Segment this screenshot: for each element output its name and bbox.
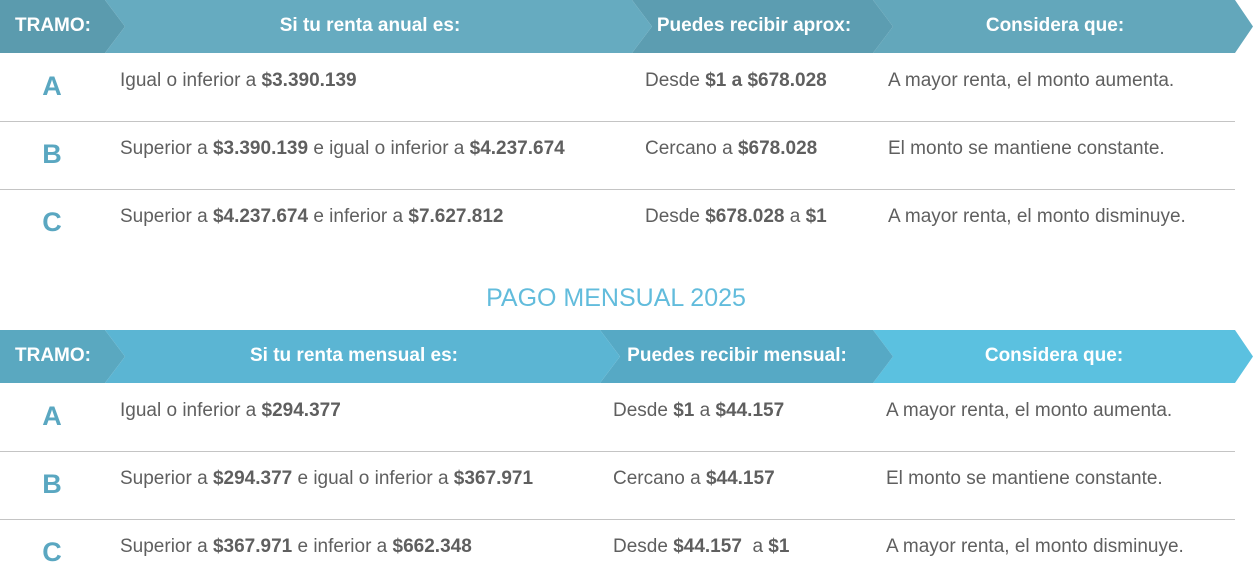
cell: Igual o inferior a $294.377 [120, 400, 341, 422]
cell-text: Superior a [120, 536, 213, 557]
cell-text: A mayor renta, el monto aumenta. [888, 70, 1175, 91]
cell-text: El monto se mantiene constante. [888, 138, 1165, 159]
header-label: Considera que: [984, 345, 1124, 366]
header-label: Si tu renta anual es: [279, 15, 461, 36]
cell-text: $1 [805, 206, 827, 227]
header-chevron [873, 330, 1253, 383]
tramo-letter: B [42, 139, 62, 169]
cell-text: $7.627.812 [408, 206, 504, 227]
cell-text: $1 a $678.028 [705, 70, 827, 91]
cell-text: $678.028 [705, 206, 785, 227]
cell-text: Igual o inferior a [120, 400, 262, 421]
header-chevron [0, 330, 125, 383]
header-chevron [600, 330, 893, 383]
header-chevron [632, 0, 893, 53]
header-chevron [873, 0, 1253, 53]
tramo-letter: B [42, 469, 62, 499]
header-label: Puedes recibir mensual: [627, 345, 847, 366]
cell-text: e igual o inferior a [292, 468, 454, 489]
cell-text: e inferior a [292, 536, 393, 557]
cell-text: a [741, 536, 769, 557]
cell-text: $3.390.139 [212, 138, 309, 159]
row-separator [0, 451, 1235, 452]
header-band [0, 0, 1253, 53]
cell-text: Cercano a [645, 138, 738, 159]
cell: Cercano a $678.028 [645, 138, 817, 160]
header-band [0, 330, 1253, 383]
cell: A mayor renta, el monto aumenta. [886, 400, 1172, 422]
header-label: Considera que: [985, 15, 1125, 36]
cell-text: e igual o inferior a [308, 138, 470, 159]
cell-text: $294.377 [261, 400, 341, 421]
cell: A mayor renta, el monto aumenta. [888, 70, 1174, 92]
section-title: PAGO MENSUAL 2025 [486, 284, 746, 312]
cell-text: $662.348 [392, 536, 472, 557]
header-label: TRAMO: [15, 345, 91, 366]
cell-text: Superior a [120, 468, 213, 489]
header-label: Puedes recibir aprox: [656, 15, 852, 36]
cell: Superior a $294.377 e igual o inferior a… [120, 468, 533, 490]
header-chevron [105, 330, 620, 383]
cell-text: $1 [768, 536, 790, 557]
cell-text: $1 [673, 400, 695, 421]
cell-text: Superior a [120, 138, 213, 159]
cell-text: Desde [645, 206, 706, 227]
cell: El monto se mantiene constante. [888, 138, 1165, 160]
cell: Igual o inferior a $3.390.139 [120, 70, 357, 92]
cell-text: $678.028 [737, 138, 818, 159]
cell: Desde $44.157 a $1 [613, 536, 789, 558]
header-chevron [0, 0, 125, 53]
cell-text: El monto se mantiene constante. [886, 468, 1163, 489]
cell: Desde $1 a $44.157 [613, 400, 784, 422]
header-label: TRAMO: [15, 15, 91, 36]
cell: Desde $678.028 a $1 [645, 206, 827, 228]
tramo-letter: A [42, 401, 62, 431]
cell-text: Desde [613, 536, 674, 557]
cell: A mayor renta, el monto disminuye. [886, 536, 1184, 558]
cell-text: Cercano a [613, 468, 706, 489]
cell-text: A mayor renta, el monto disminuye. [886, 536, 1184, 557]
cell-text: $294.377 [212, 468, 293, 489]
cell-text: A mayor renta, el monto aumenta. [886, 400, 1173, 421]
cell: Superior a $367.971 e inferior a $662.34… [120, 536, 472, 558]
cell-text: A mayor renta, el monto disminuye. [888, 206, 1186, 227]
tramo-letter: A [42, 71, 62, 101]
cell: Superior a $3.390.139 e igual o inferior… [120, 138, 565, 160]
cell: Desde $1 a $678.028 [645, 70, 827, 92]
cell-text: $367.971 [453, 468, 534, 489]
cell-text: $3.390.139 [261, 70, 357, 91]
cell-text: a [784, 206, 806, 227]
cell-text: Igual o inferior a [120, 70, 262, 91]
cell-text: $4.237.674 [469, 138, 565, 159]
cell: El monto se mantiene constante. [886, 468, 1163, 490]
cell: Superior a $4.237.674 e inferior a $7.62… [120, 206, 503, 228]
tramo-letter: C [42, 537, 62, 567]
cell: Cercano a $44.157 [613, 468, 775, 490]
cell-text: Desde [613, 400, 674, 421]
row-separator [0, 121, 1235, 122]
cell-text: e inferior a [308, 206, 409, 227]
cell-text: $44.157 [715, 400, 785, 421]
cell: A mayor renta, el monto disminuye. [888, 206, 1186, 228]
tramo-letter: C [42, 207, 62, 237]
cell-text: $4.237.674 [212, 206, 309, 227]
cell-text: $367.971 [212, 536, 293, 557]
cell-text: $44.157 [705, 468, 775, 489]
header-label: Si tu renta mensual es: [249, 345, 459, 366]
cell-text: Desde [645, 70, 706, 91]
cell-text: Superior a [120, 206, 213, 227]
row-separator [0, 519, 1235, 520]
cell-text: a [694, 400, 716, 421]
row-separator [0, 189, 1235, 190]
cell-text: $44.157 [673, 536, 742, 557]
header-chevron [105, 0, 652, 53]
